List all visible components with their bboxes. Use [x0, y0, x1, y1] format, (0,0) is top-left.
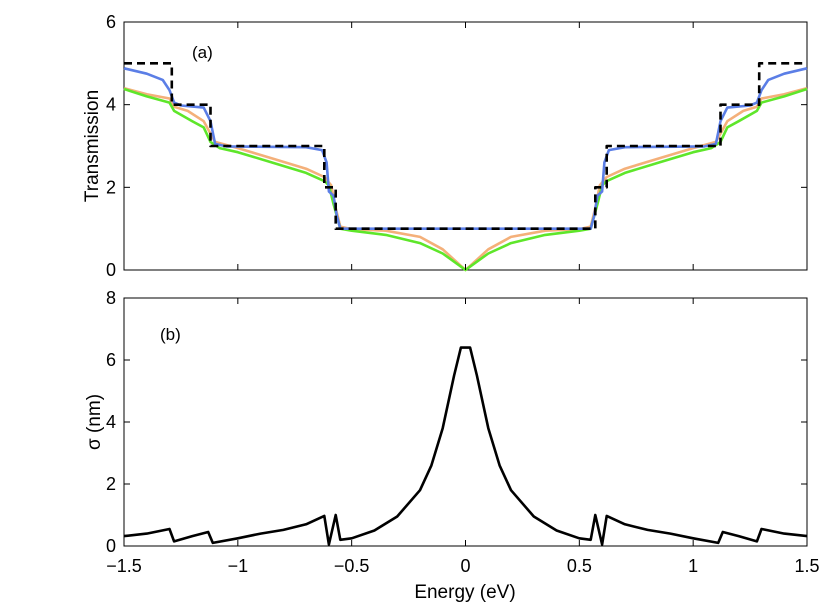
panel-a-y-tick-label: 0	[106, 260, 116, 280]
panel-a-series-blue	[123, 67, 808, 230]
panel-b-y-axis-label: σ (nm)	[84, 394, 105, 450]
panel-b-x-tick-label: 0.5	[567, 556, 592, 576]
panel-b-x-tick-label: −1.5	[106, 556, 142, 576]
panel-b-x-ticks: −1.5 −1 −0.5 0 0.5 1 1.5	[106, 298, 820, 576]
panel-a-series-black-dashed	[124, 62, 807, 230]
panel-a-transmission: 0 2 4 6 (a) Transmission	[82, 12, 808, 280]
panel-b-x-axis-label: Energy (eV)	[414, 582, 515, 603]
panel-a-x-ticks	[123, 22, 808, 270]
panel-b-y-tick-label: 0	[106, 536, 116, 556]
panel-b-series-sigma	[123, 346, 808, 546]
panel-a-y-tick-label: 6	[106, 12, 116, 32]
panel-b-y-ticks: 0 2 4 6 8	[106, 288, 807, 556]
panel-a-series-group	[123, 62, 808, 272]
panel-a-series-green	[123, 87, 808, 272]
panel-a-y-tick-label: 2	[106, 177, 116, 197]
panel-a-y-axis-label: Transmission	[82, 90, 103, 202]
panel-b-sigma: 0 2 4 6 8 −1.5 −1 −0.5 0 0.5 1 1.5 (b) σ (nm) Ener…	[84, 288, 820, 603]
panel-b-series-group	[123, 346, 808, 546]
panel-a-y-tick-label: 4	[106, 95, 116, 115]
panel-a-y-ticks: 0 2 4 6	[106, 12, 807, 280]
panel-b-y-tick-label: 4	[106, 412, 116, 432]
panel-b-y-tick-label: 2	[106, 474, 116, 494]
panel-a-series-orange	[123, 86, 808, 272]
panel-a-label: (a)	[192, 43, 213, 62]
panel-b-y-tick-label: 8	[106, 288, 116, 308]
panel-b-x-tick-label: 1	[688, 556, 698, 576]
panel-b-x-tick-label: 1.5	[794, 556, 819, 576]
panel-b-label: (b)	[160, 325, 181, 344]
panel-b-axes-box	[123, 297, 808, 547]
panel-b-x-tick-label: 0	[460, 556, 470, 576]
panel-b-x-tick-label: −1	[228, 556, 249, 576]
panel-b-y-tick-label: 6	[106, 350, 116, 370]
panel-b-x-tick-label: −0.5	[334, 556, 370, 576]
